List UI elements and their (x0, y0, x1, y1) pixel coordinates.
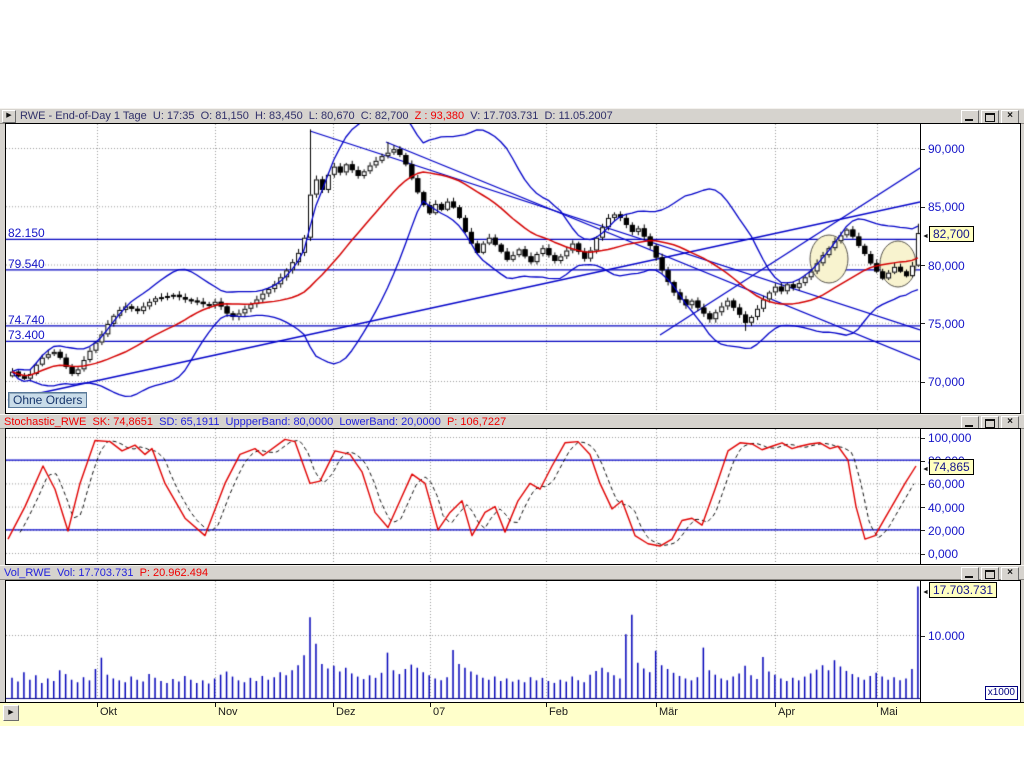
month-tick-mark (546, 703, 547, 707)
main-price-chart-panel: Ohne Orders ◄ 82,700 90,000 85,000 80,000 75… (5, 123, 1021, 414)
support-line-label: 79.540 (8, 256, 45, 271)
stochastic-chart-panel: ◄74,865 100,00080,00060,00040,00020,0000… (5, 428, 1021, 565)
price-axis-tick-mark (921, 148, 925, 150)
close-icon: × (1007, 567, 1013, 578)
main-title-ohlc: RWE - End-of-Day 1 Tage U: 17:35 O: 81,1… (20, 110, 415, 122)
price-axis-tick-label: 85,000 (928, 200, 965, 215)
main-price-axis: ◄ 82,700 90,000 85,000 80,000 75,000 70,000 (920, 124, 1020, 413)
main-panel-title: RWE - End-of-Day 1 Tage U: 17:35 O: 81,1… (20, 110, 613, 122)
support-line-label: 73.400 (8, 328, 45, 343)
price-marker-icon: ◄ (922, 233, 929, 241)
vol-close-button[interactable]: × (1001, 567, 1019, 581)
main-panel-titlebar: ▶ RWE - End-of-Day 1 Tage U: 17:35 O: 81… (0, 108, 1024, 124)
chart-application-window: ▶ RWE - End-of-Day 1 Tage U: 17:35 O: 81… (0, 108, 1024, 726)
month-tick-mark (215, 703, 216, 707)
main-minimize-button[interactable] (961, 110, 979, 124)
stoch-axis-tick-label: 40,000 (928, 500, 965, 515)
price-axis-tick-label: 80,000 (928, 258, 965, 273)
vol-title-value: Vol_RWE Vol: 17.703.731 (4, 566, 140, 579)
price-axis-tick-label: 70,000 (928, 375, 965, 389)
stoch-axis-tick-mark (921, 460, 925, 462)
current-volume-box: ◄ 17.703.731 (922, 582, 998, 598)
month-tick-mark (877, 703, 878, 707)
stochastic-axis: ◄74,865 100,00080,00060,00040,00020,0000… (920, 429, 1020, 564)
month-label: Apr (778, 706, 796, 718)
main-title-volume-date: V: 17.703.731 D: 11.05.2007 (464, 110, 613, 122)
scroll-right-button[interactable]: ▶ (3, 705, 19, 721)
close-icon: × (1007, 416, 1013, 427)
price-axis-tick-mark (921, 323, 925, 325)
stoch-axis-tick-label: 60,000 (928, 477, 965, 492)
stoch-maximize-button[interactable] (981, 416, 999, 430)
current-price-box: ◄ 82,700 (922, 226, 974, 243)
main-maximize-button[interactable] (981, 110, 999, 124)
price-axis-tick-label: 90,000 (928, 142, 965, 156)
support-line-label: 74.740 (8, 312, 45, 327)
stochastic-chart-canvas[interactable] (6, 429, 920, 562)
volume-chart-panel: ◄ 17.703.731 x1000 10.000 (5, 580, 1021, 703)
volume-panel-titlebar: Vol_RWE Vol: 17.703.731 P: 20.962.494 × (0, 565, 1024, 581)
current-stochastic-box: ◄ 74,865 (922, 459, 974, 476)
main-title-z-value: Z : 93,380 (414, 110, 465, 122)
stoch-axis-tick-mark (921, 507, 925, 509)
vol-axis-tick-label: 10.000 (928, 629, 965, 643)
stochastic-panel-title: Stochastic_RWE SK: 74,8651 SD: 65,1911 U… (4, 416, 506, 428)
stoch-title-p: P: 106,7227 (446, 415, 507, 428)
price-axis-tick-mark (921, 381, 925, 383)
volume-chart-canvas[interactable] (6, 581, 920, 700)
vol-title-p: P: 20.962.494 (139, 566, 209, 579)
time-axis-strip: ▶ Okt Nov Dez 07 Feb Mär Apr Mai (0, 702, 1024, 726)
stoch-axis-tick-mark (921, 483, 925, 485)
main-close-button[interactable]: × (1001, 110, 1019, 124)
stoch-axis-tick-label: 100,000 (928, 431, 972, 445)
stochastic-panel-titlebar: Stochastic_RWE SK: 74,8651 SD: 65,1911 U… (0, 414, 1024, 430)
minimize-icon (965, 576, 973, 578)
stoch-marker-icon: ◄ (922, 466, 929, 474)
stoch-axis-tick-mark (921, 437, 925, 439)
month-label: Feb (549, 706, 568, 718)
maximize-icon (985, 113, 995, 122)
panel-collapse-arrow-icon[interactable]: ▶ (2, 109, 16, 123)
minimize-icon (965, 425, 973, 427)
stoch-axis-tick-label: 0,000 (928, 547, 959, 561)
stoch-title-bands: SD: 65,1911 UppperBand: 80,0000 LowerBan… (159, 415, 447, 428)
support-line-label: 82.150 (8, 226, 45, 241)
stoch-axis-tick-label: 20,000 (928, 523, 965, 538)
month-label: Nov (218, 706, 238, 718)
month-tick-mark (333, 703, 334, 707)
maximize-icon (985, 570, 995, 579)
stoch-axis-tick-mark (921, 530, 925, 532)
month-tick-mark (97, 703, 98, 707)
month-tick-mark (775, 703, 776, 707)
minimize-icon (965, 119, 973, 121)
vol-minimize-button[interactable] (961, 567, 979, 581)
vol-maximize-button[interactable] (981, 567, 999, 581)
month-label: 07 (433, 706, 446, 718)
price-axis-tick-mark (921, 265, 925, 266)
price-axis-tick-label: 75,000 (928, 316, 965, 331)
ohne-orders-badge: Ohne Orders (8, 392, 88, 408)
axis-scale-badge: x1000 (984, 686, 1018, 700)
stoch-title-sk: Stochastic_RWE SK: 74,8651 (4, 415, 160, 428)
stoch-axis-tick-mark (921, 553, 925, 555)
volume-axis: ◄ 17.703.731 x1000 10.000 (920, 581, 1020, 702)
month-label: Okt (100, 706, 118, 718)
price-axis-tick-mark (921, 206, 925, 208)
maximize-icon (985, 419, 995, 428)
month-tick-mark (656, 703, 657, 707)
vol-axis-tick-mark (921, 635, 925, 637)
close-icon: × (1007, 110, 1013, 121)
volume-panel-title: Vol_RWE Vol: 17.703.731 P: 20.962.494 (4, 567, 208, 579)
month-label: Dez (336, 706, 356, 718)
vol-marker-icon: ◄ (922, 589, 929, 596)
main-price-chart-canvas[interactable] (6, 124, 920, 411)
month-tick-mark (430, 703, 431, 707)
month-label: Mär (659, 706, 678, 718)
month-label: Mai (880, 706, 898, 718)
